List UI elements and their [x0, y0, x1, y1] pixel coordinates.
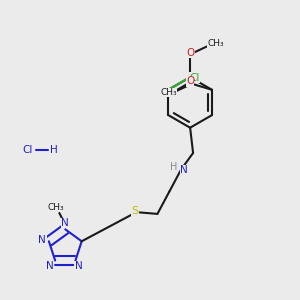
Text: Cl: Cl — [22, 145, 33, 155]
Text: S: S — [131, 206, 138, 216]
Text: H: H — [50, 145, 57, 155]
Text: Cl: Cl — [189, 73, 199, 83]
Text: O: O — [186, 47, 194, 58]
Text: CH₃: CH₃ — [207, 38, 224, 47]
Text: N: N — [74, 262, 82, 272]
Text: O: O — [186, 76, 194, 86]
Text: N: N — [38, 235, 46, 245]
Text: N: N — [180, 165, 188, 175]
Text: CH₃: CH₃ — [160, 88, 177, 97]
Text: CH₃: CH₃ — [47, 203, 64, 212]
Text: H: H — [170, 162, 178, 172]
Text: N: N — [46, 261, 54, 271]
Text: N: N — [61, 218, 69, 228]
